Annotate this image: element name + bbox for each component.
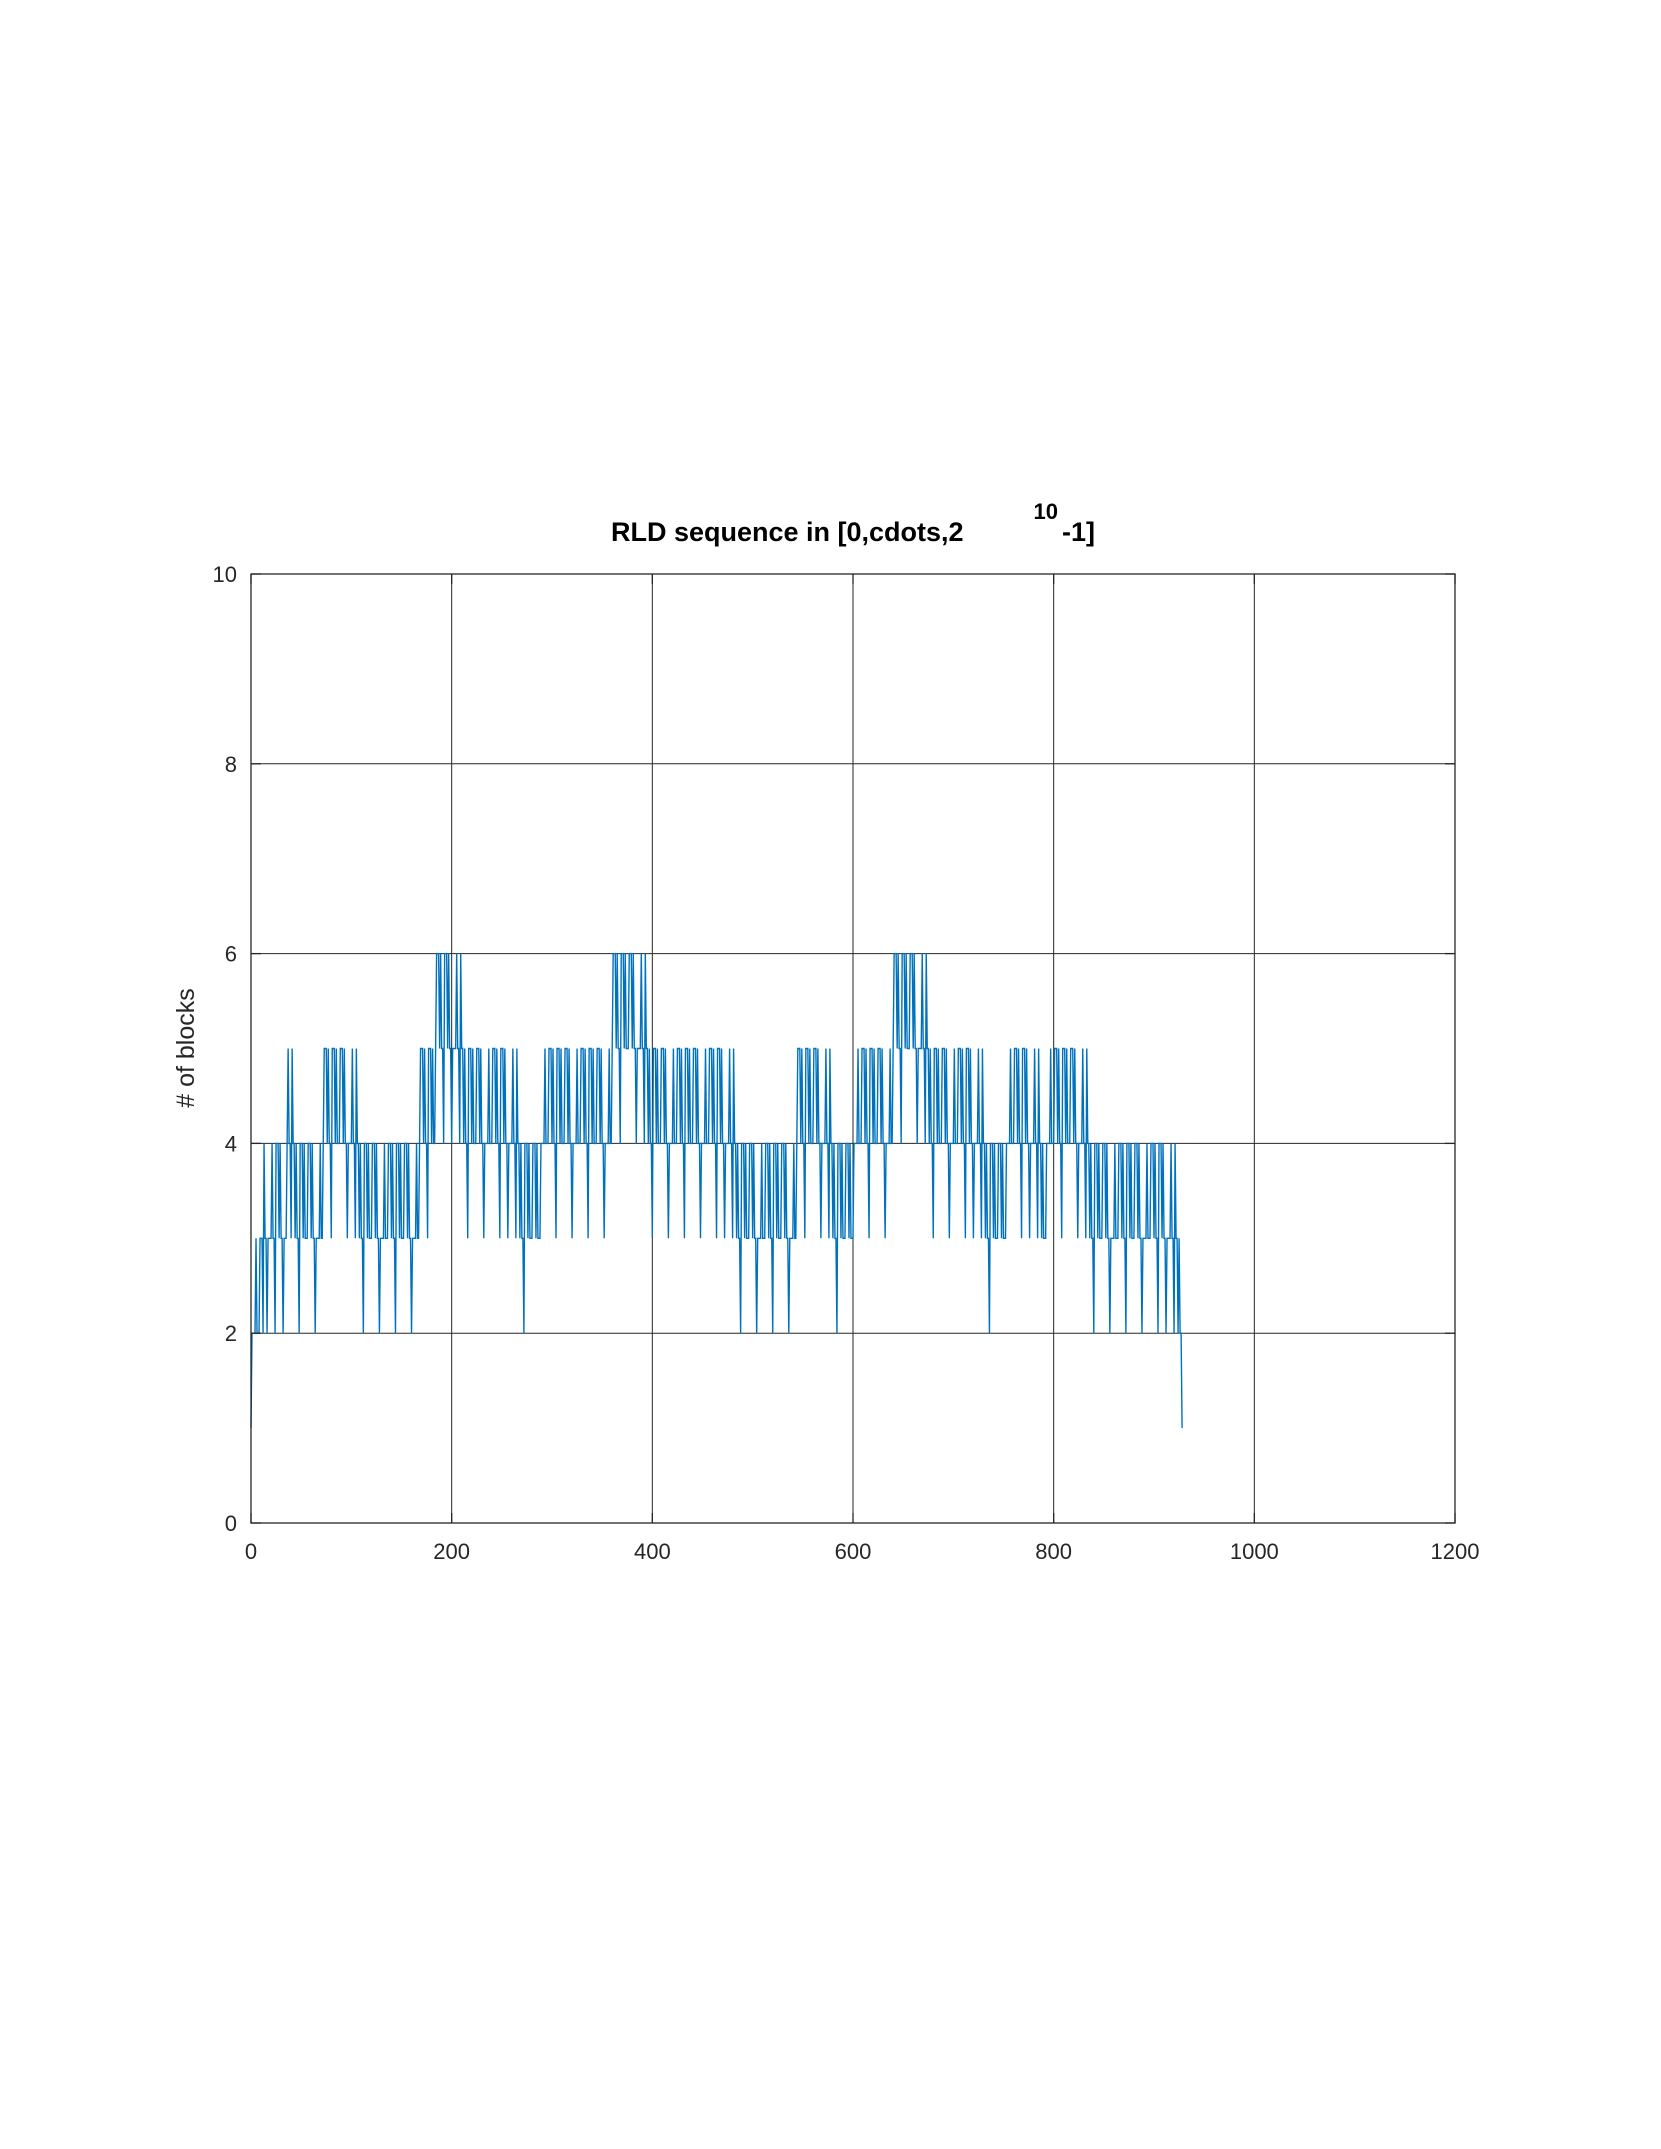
x-tick-label: 1200	[1431, 1539, 1480, 1564]
y-tick-label: 2	[225, 1321, 237, 1346]
series-layer	[250, 952, 1183, 1429]
chart-title-superscript: 10	[1034, 499, 1058, 524]
x-tick-label: 1000	[1230, 1539, 1279, 1564]
chart-title-main: RLD sequence in [0,cdots,2	[611, 517, 964, 547]
series-line	[250, 952, 1183, 1429]
x-tick-label: 0	[245, 1539, 257, 1564]
y-tick-label: 6	[225, 942, 237, 967]
y-tick-label: 0	[225, 1511, 237, 1536]
x-tick-label: 200	[433, 1539, 470, 1564]
y-axis-label: # of blocks	[172, 988, 200, 1108]
y-tick-labels: 0 2 4 6 8 10	[213, 562, 237, 1536]
x-tick-label: 800	[1035, 1539, 1072, 1564]
x-tick-label: 400	[634, 1539, 671, 1564]
grid-lines	[251, 574, 1455, 1523]
x-tick-labels: 0 200 400 600 800 1000 1200	[245, 1539, 1480, 1564]
y-tick-label: 4	[225, 1131, 237, 1156]
x-tick-label: 600	[835, 1539, 872, 1564]
y-tick-label: 8	[225, 752, 237, 777]
y-tick-label: 10	[213, 562, 237, 587]
chart-title-suffix: -1]	[1062, 517, 1095, 547]
tick-marks	[250, 573, 1456, 1524]
chart-title: RLD sequence in [0,cdots,2 10-1]	[611, 499, 1095, 547]
